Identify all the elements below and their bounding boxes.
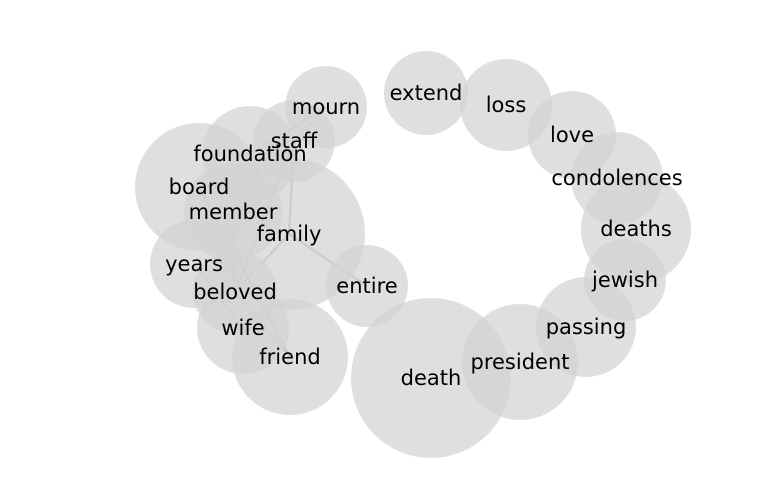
word-label-family: family (257, 222, 322, 246)
word-label-friend: friend (259, 345, 320, 369)
word-label-jewish: jewish (591, 268, 658, 292)
word-label-president: president (471, 350, 570, 374)
word-label-member: member (189, 200, 278, 224)
bubble-deaths (581, 174, 691, 284)
bubble-extend (384, 51, 468, 135)
word-label-staff: staff (271, 129, 318, 153)
bubbles-layer (135, 51, 691, 458)
word-label-entire: entire (336, 274, 397, 298)
bubble-entire (326, 245, 408, 327)
word-label-years: years (165, 252, 223, 276)
labels-layer: mourn extend loss love condolences stafffound… (165, 81, 683, 390)
word-label-wife: wife (221, 316, 264, 340)
word-label-condolences: condolences (551, 166, 682, 190)
word-label-foundation: foundation (193, 142, 306, 166)
word-label-love: love (550, 123, 594, 147)
word-label-mourn: mourn (292, 95, 360, 119)
word-label-beloved: beloved (193, 280, 277, 304)
word-label-death: death (401, 366, 462, 390)
bubble-friend (232, 299, 348, 415)
word-label-passing: passing (546, 315, 627, 339)
word-label-deaths: deaths (600, 217, 672, 241)
word-label-extend: extend (390, 81, 463, 105)
word-label-board: board (169, 175, 230, 199)
word-label-loss: loss (486, 93, 527, 117)
